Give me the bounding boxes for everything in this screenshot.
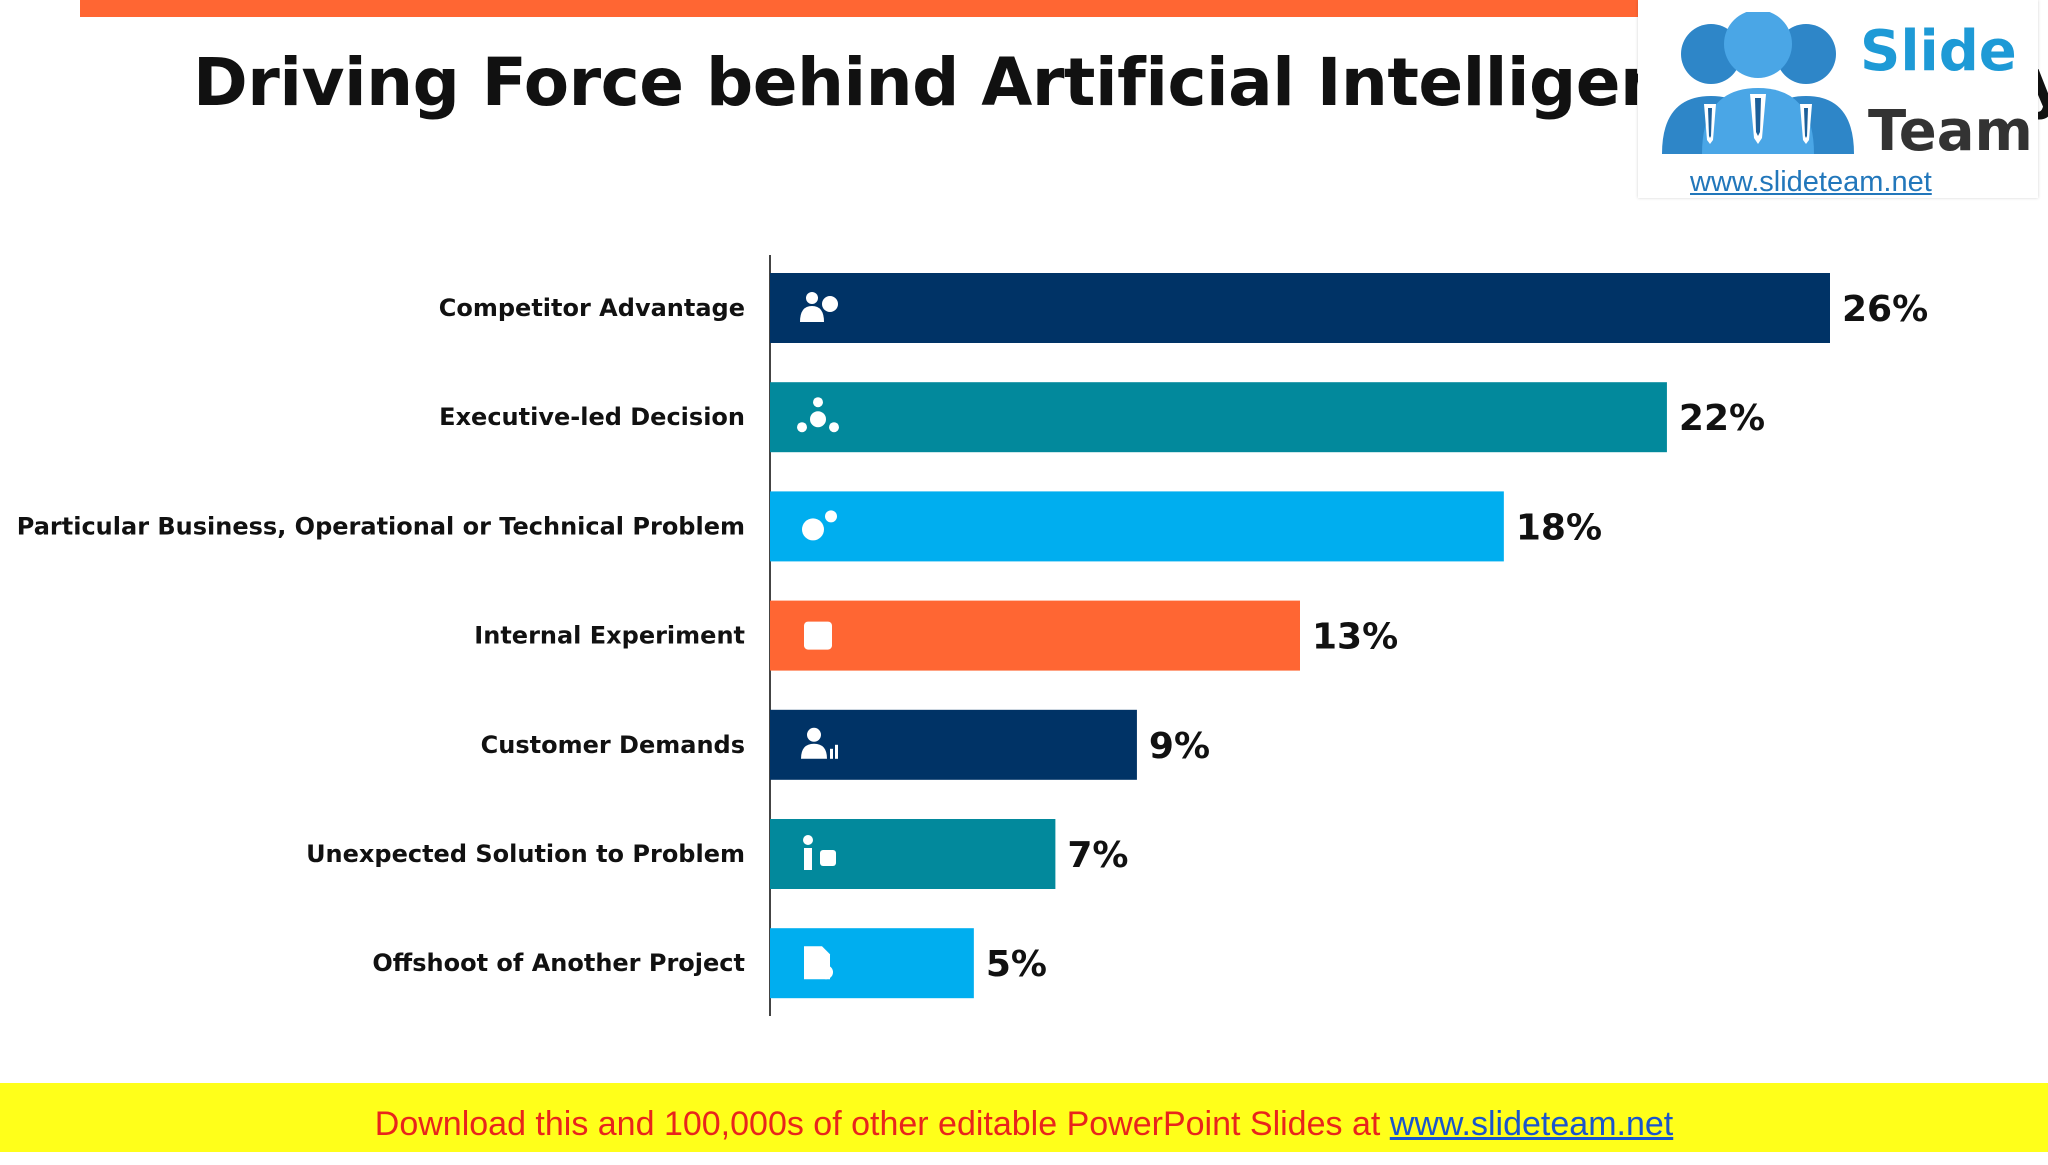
bar bbox=[770, 928, 974, 999]
document-gear-icon bbox=[804, 946, 833, 980]
logo-url-link[interactable]: www.slideteam.net bbox=[1690, 166, 1932, 198]
category-label: Offshoot of Another Project bbox=[372, 949, 745, 977]
category-label: Unexpected Solution to Problem bbox=[306, 840, 745, 868]
value-label: 22% bbox=[1679, 398, 1765, 439]
value-label: 26% bbox=[1842, 289, 1928, 330]
download-banner: Download this and 100,000s of other edit… bbox=[0, 1083, 2048, 1152]
bar bbox=[770, 273, 1830, 343]
category-label: Internal Experiment bbox=[474, 622, 745, 650]
top-accent-bar bbox=[80, 0, 1640, 17]
download-banner-text: Download this and 100,000s of other edit… bbox=[374, 1105, 1390, 1143]
chip-icon bbox=[804, 621, 832, 650]
logo-name-team: Team bbox=[1868, 99, 2033, 164]
category-label: Executive-led Decision bbox=[439, 403, 745, 431]
category-label: Customer Demands bbox=[481, 731, 745, 759]
value-label: 7% bbox=[1067, 835, 1128, 876]
bar bbox=[770, 819, 1056, 889]
team-decision-icon bbox=[797, 397, 839, 433]
slideteam-logo[interactable]: Slide Team www.slideteam.net bbox=[1638, 0, 2038, 198]
category-label: Competitor Advantage bbox=[439, 294, 745, 322]
person-puzzle-icon bbox=[803, 835, 836, 870]
user-plus-icon bbox=[800, 292, 838, 322]
value-label: 13% bbox=[1312, 617, 1398, 658]
bar bbox=[770, 709, 1137, 780]
value-label: 18% bbox=[1516, 507, 1602, 548]
bar bbox=[770, 491, 1504, 562]
category-label: Particular Business, Operational or Tech… bbox=[17, 512, 745, 540]
bar bbox=[770, 600, 1300, 671]
gears-icon bbox=[802, 510, 837, 541]
bar-chart: Competitor Advantage 26% Executive-led Dec… bbox=[17, 255, 1928, 1016]
bar bbox=[770, 382, 1667, 453]
value-label: 9% bbox=[1149, 726, 1210, 767]
value-label: 5% bbox=[986, 944, 1047, 985]
download-banner-link[interactable]: www.slideteam.net bbox=[1389, 1105, 1674, 1143]
logo-name-slide: Slide bbox=[1860, 19, 2017, 84]
people-logo-icon bbox=[1662, 12, 1854, 154]
user-chart-icon bbox=[801, 727, 838, 759]
